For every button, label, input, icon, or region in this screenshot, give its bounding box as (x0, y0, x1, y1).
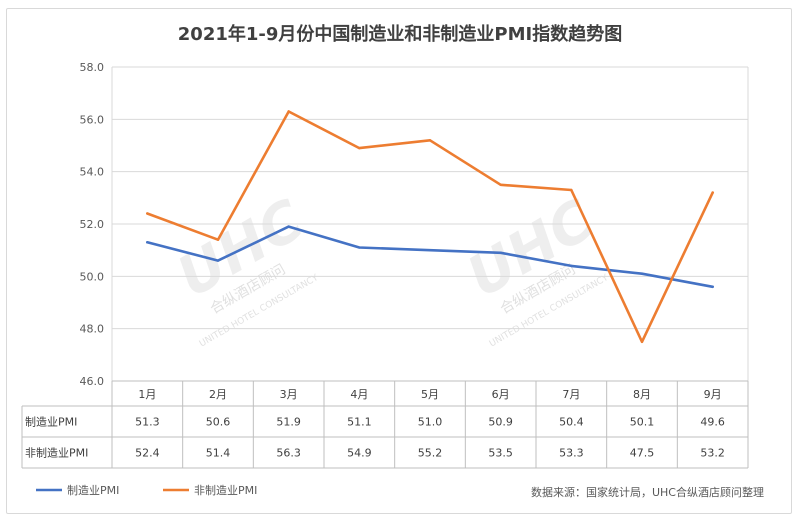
table-row-label: 制造业PMI (25, 415, 77, 429)
data-point (428, 139, 432, 142)
table-cell-value: 51.4 (206, 447, 231, 460)
table-cell-value: 50.6 (206, 416, 231, 429)
data-point (146, 212, 149, 215)
data-point (711, 285, 714, 288)
grid-lines (111, 66, 749, 382)
y-tick-label: 52.0 (80, 218, 105, 231)
table-cell-value: 52.4 (135, 447, 160, 460)
data-point (287, 225, 290, 228)
x-tick-label: 6月 (492, 388, 510, 401)
y-tick-label: 48.0 (80, 323, 105, 336)
table-cell-value: 55.2 (418, 447, 443, 460)
data-point (499, 251, 502, 254)
data-source-note: 数据来源：国家统计局，UHC合纵酒店顾问整理 (530, 486, 764, 499)
x-tick-label: 4月 (350, 388, 368, 401)
y-axis-ticks: 46.0 48.0 50.0 52.0 54.0 56.0 58.0 (80, 61, 105, 388)
y-tick-label: 46.0 (80, 375, 105, 388)
series-lines (146, 110, 715, 344)
legend-label: 非制造业PMI (194, 483, 257, 497)
table-cell-value: 49.6 (700, 416, 725, 429)
table-cell-value: 47.5 (630, 447, 655, 460)
table-row-label: 非制造业PMI (25, 446, 88, 460)
table-cell-value: 53.2 (700, 447, 725, 460)
y-tick-label: 56.0 (80, 113, 105, 126)
data-point (146, 241, 149, 244)
data-point (216, 259, 220, 262)
data-point (640, 272, 644, 275)
legend-label: 制造业PMI (67, 483, 119, 497)
chart-frame (6, 8, 792, 514)
x-tick-label: 7月 (562, 388, 580, 401)
data-point (570, 188, 573, 192)
y-tick-label: 54.0 (80, 166, 105, 179)
x-tick-label: 9月 (704, 388, 722, 401)
table-cell-value: 51.0 (418, 416, 443, 429)
table-cell-value: 53.5 (488, 447, 513, 460)
x-tick-label: 5月 (421, 388, 439, 401)
table-cell-value: 50.1 (630, 416, 655, 429)
table-cell-value: 50.4 (559, 416, 584, 429)
table-cell-value: 56.3 (276, 447, 301, 460)
data-point (428, 248, 432, 252)
data-point (358, 146, 361, 150)
data-point (640, 340, 644, 343)
table-cell-value: 54.9 (347, 447, 372, 460)
x-tick-label: 1月 (138, 388, 156, 401)
table-cell-value: 50.9 (488, 416, 513, 429)
table-cell-value: 51.1 (347, 416, 372, 429)
chart-title: 2021年1-9月份中国制造业和非制造业PMI指数趋势图 (177, 24, 623, 45)
legend: 制造业PMI 非制造业PMI (36, 483, 257, 497)
data-point (711, 191, 714, 194)
x-tick-label: 8月 (633, 388, 651, 401)
data-point (358, 246, 361, 249)
y-tick-label: 50.0 (80, 270, 105, 283)
table-cell-value: 51.9 (276, 416, 301, 429)
data-point (570, 264, 573, 268)
table-cell-value: 51.3 (135, 416, 160, 429)
x-tick-label: 3月 (280, 388, 298, 401)
y-tick-label: 58.0 (80, 61, 105, 74)
data-point (499, 183, 502, 186)
table-cell-value: 53.3 (559, 447, 584, 460)
data-point (287, 110, 290, 113)
x-tick-label: 2月 (209, 388, 227, 401)
data-point (216, 238, 220, 241)
